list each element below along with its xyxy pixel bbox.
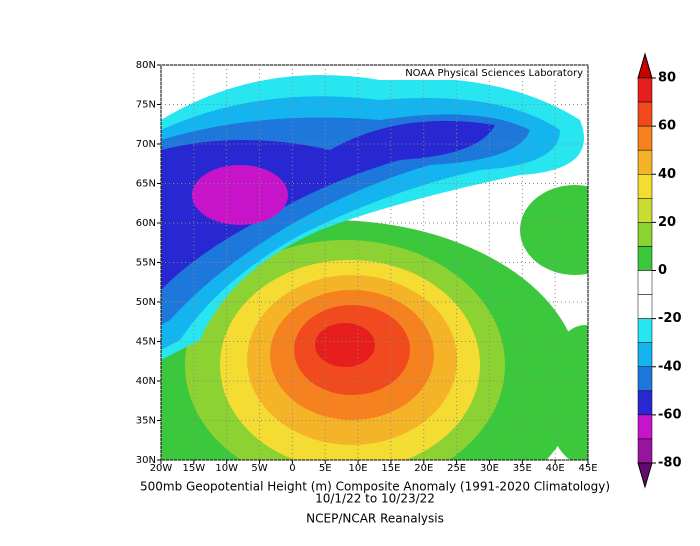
colorbar-bin bbox=[637, 246, 653, 271]
colorbar-label: 0 bbox=[658, 263, 667, 278]
credit-box bbox=[380, 66, 587, 80]
colorbar-bin bbox=[637, 270, 653, 295]
colorbar-label: 60 bbox=[658, 119, 676, 134]
y-tick-label: 65N bbox=[136, 179, 156, 190]
x-tick-label: 15E bbox=[381, 463, 400, 474]
y-tick-label: 80N bbox=[136, 60, 156, 71]
y-tick-label: 40N bbox=[136, 376, 156, 387]
x-tick-label: 5E bbox=[319, 463, 332, 474]
colorbar-bin bbox=[637, 174, 653, 199]
colorbar-label: -80 bbox=[658, 456, 682, 471]
colorbar-bin bbox=[637, 342, 653, 367]
dates: 10/1/22 to 10/23/22 bbox=[315, 492, 435, 506]
x-tick-label: 20W bbox=[150, 463, 173, 474]
y-tick-label: 75N bbox=[136, 100, 156, 111]
x-tick-label: 5W bbox=[251, 463, 267, 474]
x-tick-label: 30E bbox=[480, 463, 499, 474]
colorbar-bin bbox=[637, 77, 653, 103]
colorbar-arrow bbox=[637, 462, 653, 489]
x-tick-label: 10W bbox=[215, 463, 238, 474]
colorbar-bin bbox=[637, 198, 653, 223]
colorbar-bin bbox=[637, 125, 653, 151]
colorbar-arrow bbox=[637, 52, 653, 79]
colorbar-label: -60 bbox=[658, 407, 682, 422]
colorbar-label: 40 bbox=[658, 167, 676, 182]
colorbar-bin bbox=[637, 414, 653, 440]
source: NCEP/NCAR Reanalysis bbox=[306, 512, 444, 526]
y-tick-label: 45N bbox=[136, 337, 156, 348]
anomaly-field bbox=[161, 65, 588, 460]
y-tick-label: 70N bbox=[136, 139, 156, 150]
x-tick-label: 45E bbox=[578, 463, 597, 474]
x-tick-label: 0 bbox=[289, 463, 295, 474]
y-tick-label: 50N bbox=[136, 297, 156, 308]
colorbar-label: 80 bbox=[658, 71, 676, 86]
y-tick-label: 35N bbox=[136, 416, 156, 427]
x-tick-label: 35E bbox=[513, 463, 532, 474]
credit: NOAA Physical Sciences Laboratory bbox=[405, 68, 583, 79]
x-tick-label: 20E bbox=[414, 463, 433, 474]
x-tick-label: 40E bbox=[546, 463, 565, 474]
colorbar-bin bbox=[637, 149, 653, 175]
title: 500mb Geopotential Height (m) Composite … bbox=[140, 480, 610, 494]
colorbar-bin bbox=[637, 294, 653, 319]
y-tick-label: 60N bbox=[136, 218, 156, 229]
y-tick-label: 30N bbox=[136, 455, 156, 466]
colorbar-label: -20 bbox=[658, 311, 682, 326]
colorbar-bin bbox=[637, 366, 653, 392]
x-tick-label: 10E bbox=[349, 463, 368, 474]
colorbar-label: -40 bbox=[658, 359, 682, 374]
x-tick-label: 15W bbox=[183, 463, 206, 474]
colorbar-bin bbox=[637, 438, 653, 464]
colorbar-bin bbox=[637, 222, 653, 247]
colorbar-label: 20 bbox=[658, 215, 676, 230]
colorbar-bin bbox=[637, 390, 653, 416]
colorbar-bin bbox=[637, 101, 653, 127]
x-tick-label: 25E bbox=[447, 463, 466, 474]
colorbar-bin bbox=[637, 318, 653, 343]
y-tick-label: 55N bbox=[136, 258, 156, 269]
